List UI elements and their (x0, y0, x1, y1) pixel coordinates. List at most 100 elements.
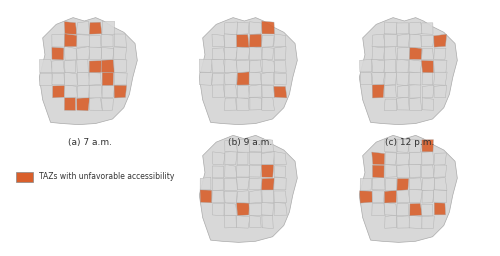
Polygon shape (224, 85, 237, 98)
Polygon shape (372, 34, 385, 47)
Polygon shape (76, 98, 90, 111)
Polygon shape (52, 73, 64, 85)
Polygon shape (236, 216, 250, 228)
Polygon shape (262, 21, 274, 34)
Text: TAZs with unfavorable accessibility: TAZs with unfavorable accessibility (39, 172, 174, 181)
Polygon shape (396, 23, 408, 34)
Polygon shape (372, 152, 384, 165)
Polygon shape (434, 203, 446, 215)
Text: (a) 7 a.m.: (a) 7 a.m. (68, 138, 112, 147)
Polygon shape (212, 204, 224, 216)
Polygon shape (89, 35, 101, 47)
Polygon shape (262, 215, 273, 229)
Polygon shape (384, 215, 396, 228)
Polygon shape (249, 178, 262, 190)
Polygon shape (236, 203, 250, 216)
Polygon shape (422, 165, 434, 178)
Polygon shape (422, 152, 434, 165)
Polygon shape (224, 72, 237, 85)
Polygon shape (236, 47, 250, 60)
Polygon shape (249, 34, 262, 47)
Polygon shape (262, 97, 274, 110)
Polygon shape (410, 84, 421, 98)
Polygon shape (250, 216, 261, 228)
Polygon shape (274, 60, 286, 72)
Polygon shape (262, 202, 274, 215)
Polygon shape (52, 86, 65, 98)
Polygon shape (384, 72, 396, 85)
Polygon shape (410, 22, 422, 35)
Polygon shape (212, 190, 224, 203)
Polygon shape (224, 203, 237, 215)
Polygon shape (410, 152, 422, 165)
Polygon shape (200, 18, 298, 125)
Polygon shape (360, 18, 458, 125)
Polygon shape (409, 60, 422, 73)
Polygon shape (102, 48, 114, 59)
Polygon shape (114, 73, 127, 85)
Polygon shape (238, 85, 250, 98)
Polygon shape (89, 85, 102, 98)
Polygon shape (262, 139, 274, 152)
Polygon shape (398, 34, 409, 47)
Polygon shape (225, 140, 237, 152)
Polygon shape (212, 178, 224, 190)
Polygon shape (396, 72, 409, 86)
Polygon shape (274, 34, 286, 47)
Polygon shape (372, 59, 385, 72)
Polygon shape (372, 191, 384, 203)
Polygon shape (200, 73, 212, 85)
Polygon shape (200, 59, 212, 72)
Polygon shape (422, 72, 433, 85)
Polygon shape (237, 72, 250, 85)
Polygon shape (372, 47, 384, 60)
Polygon shape (114, 34, 126, 47)
Polygon shape (102, 85, 115, 98)
Polygon shape (224, 98, 236, 110)
Polygon shape (274, 191, 286, 202)
Polygon shape (384, 139, 397, 152)
Polygon shape (385, 152, 397, 165)
Polygon shape (274, 86, 287, 98)
Polygon shape (40, 73, 52, 86)
Polygon shape (200, 190, 212, 203)
Polygon shape (52, 60, 64, 72)
Polygon shape (236, 60, 250, 72)
Polygon shape (114, 85, 126, 98)
Polygon shape (52, 34, 64, 47)
Polygon shape (360, 72, 372, 85)
Polygon shape (78, 72, 90, 85)
Polygon shape (212, 74, 224, 85)
Polygon shape (434, 178, 447, 190)
Polygon shape (64, 22, 77, 34)
Bar (16, 172, 33, 182)
Polygon shape (89, 46, 102, 60)
Polygon shape (434, 165, 446, 177)
Polygon shape (385, 179, 397, 190)
Polygon shape (262, 189, 274, 203)
Polygon shape (385, 165, 396, 177)
Polygon shape (224, 191, 237, 203)
Polygon shape (224, 164, 237, 178)
Polygon shape (250, 60, 262, 73)
Polygon shape (274, 177, 286, 190)
Polygon shape (360, 135, 458, 242)
Polygon shape (384, 47, 396, 60)
Polygon shape (212, 166, 224, 178)
Polygon shape (409, 164, 421, 177)
Polygon shape (249, 84, 262, 97)
Polygon shape (212, 85, 224, 97)
Polygon shape (114, 47, 126, 60)
Polygon shape (102, 72, 114, 86)
Polygon shape (224, 34, 237, 47)
Polygon shape (384, 85, 396, 98)
Polygon shape (64, 72, 78, 85)
Polygon shape (372, 203, 385, 216)
Polygon shape (236, 191, 249, 203)
Polygon shape (422, 85, 434, 98)
Polygon shape (224, 47, 237, 60)
Polygon shape (40, 18, 138, 125)
Polygon shape (422, 178, 434, 190)
Polygon shape (360, 191, 372, 203)
Polygon shape (398, 85, 409, 98)
